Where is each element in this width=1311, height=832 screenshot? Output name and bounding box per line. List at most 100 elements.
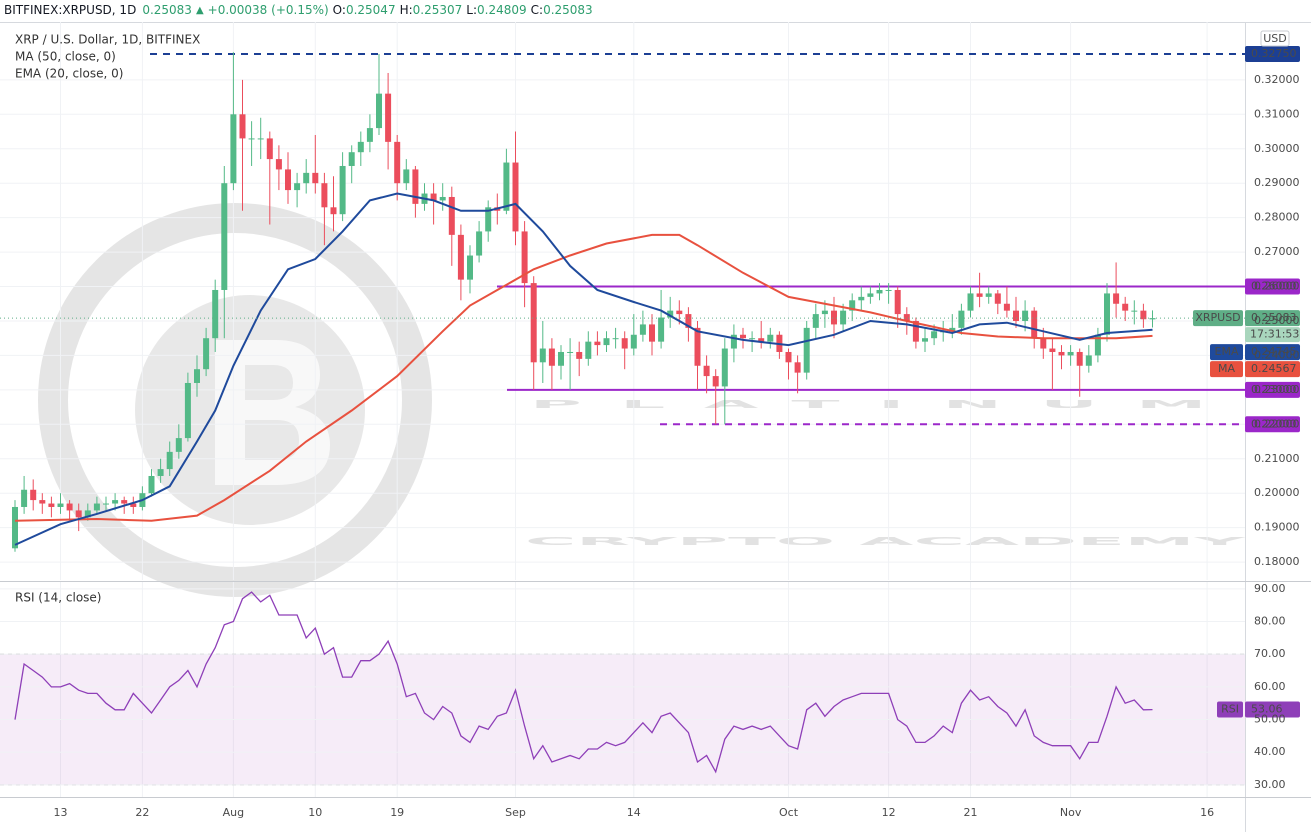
price-tag-label: RSI: [1221, 703, 1239, 716]
candle-body: [448, 196, 455, 235]
candle-body: [812, 314, 819, 328]
y-tick-label: 70.00: [1254, 647, 1286, 660]
candle-body: [357, 141, 364, 153]
ohlc-value: 0.25307: [413, 3, 463, 17]
x-tick-label: 10: [308, 806, 322, 819]
candle-body: [285, 169, 291, 191]
candle-body: [112, 500, 119, 504]
tags: 0.32750 0.26000 0.23000 0.22000 XRPUSD 0.2508…: [1193, 46, 1300, 718]
grid: [0, 22, 1245, 797]
candle-body: [994, 293, 1001, 304]
y-tick-label: 0.21000: [1254, 452, 1300, 465]
y-tick-label: 0.28000: [1254, 211, 1300, 224]
y-tick-label: 0.23000: [1254, 383, 1300, 396]
y-tick-label: 0.27000: [1254, 245, 1300, 258]
candle-body: [703, 365, 710, 377]
price-tag-label: 53.06: [1251, 703, 1283, 716]
candle-body: [1149, 318, 1156, 320]
candle-body: [467, 255, 473, 280]
candle-body: [558, 351, 564, 366]
candle-body: [312, 172, 319, 184]
x-tick-label: 14: [627, 806, 641, 819]
watermark-line1: PLATINUM: [530, 398, 1245, 411]
y-tick-label: 90.00: [1254, 582, 1286, 595]
candle-body: [821, 310, 828, 315]
candle-body: [376, 93, 382, 129]
x-tick-label: Aug: [223, 806, 244, 819]
candle-body: [712, 376, 719, 387]
candle-body: [749, 338, 756, 340]
candle-body: [1076, 351, 1083, 366]
x-tick-label: 22: [135, 806, 149, 819]
symbol: BITFINEX:XRPUSD, 1D: [4, 3, 136, 17]
candle-body: [39, 500, 46, 504]
candle-body: [512, 162, 519, 232]
y-tick-label: 0.20000: [1254, 486, 1300, 499]
candle-body: [922, 338, 928, 342]
candle-body: [403, 169, 410, 184]
candle-body: [1085, 355, 1092, 366]
candle-body: [130, 503, 137, 507]
candle-body: [439, 196, 446, 201]
x-tick-label: 12: [882, 806, 896, 819]
candle-body: [93, 503, 100, 511]
candle-body: [1113, 293, 1120, 304]
candle-body: [658, 317, 665, 342]
price-tag: [1245, 416, 1300, 433]
ohlc-label: C:: [531, 3, 543, 17]
candle-body: [239, 114, 246, 139]
y-tick-label: 0.29000: [1254, 176, 1300, 189]
candle-body: [57, 503, 64, 507]
candle-body: [166, 451, 173, 470]
price-tag-label: EMA: [1215, 345, 1239, 358]
candle-body: [831, 310, 837, 325]
candle-body: [1131, 310, 1138, 312]
candle-body: [476, 231, 483, 256]
candle-body: [12, 506, 18, 549]
candle-body: [394, 141, 401, 184]
candle-body: [585, 341, 592, 359]
price-tag: [1193, 310, 1243, 327]
candle-body: [412, 169, 419, 204]
y-tick-label: 0.24000: [1254, 348, 1300, 361]
candle-body: [485, 207, 492, 232]
price-tag: [1210, 361, 1243, 378]
y-tick-label: 0.25000: [1254, 314, 1300, 327]
price-tag-label: 0.23000: [1251, 383, 1297, 396]
ohlc-label: O:: [333, 3, 346, 17]
candle-body: [257, 138, 264, 140]
candle-body: [685, 314, 692, 328]
price-tag-label: 0.24745: [1251, 345, 1297, 358]
candle-body: [676, 310, 683, 315]
candle-body: [767, 334, 774, 342]
candle-body: [75, 510, 82, 518]
candle-body: [903, 314, 910, 321]
candle-body: [1104, 293, 1110, 335]
candle-body: [730, 334, 737, 349]
y-tick-label: 0.26000: [1254, 280, 1300, 293]
x-tick-label: 16: [1200, 806, 1214, 819]
price-tag: [1245, 344, 1300, 361]
price-tag: [1245, 278, 1300, 295]
ohlc-label: H:: [400, 3, 413, 17]
candle-body: [576, 351, 583, 359]
candle-body: [567, 351, 574, 353]
y-tick-label: 0.32000: [1254, 73, 1300, 86]
watermark-b: [215, 340, 330, 485]
candle-body: [931, 331, 938, 339]
y-tick-label: 50.00: [1254, 713, 1286, 726]
candle-body: [121, 500, 128, 504]
candle-body: [867, 293, 874, 297]
candle-body: [84, 510, 91, 518]
x-tick-label: Oct: [779, 806, 799, 819]
legend-entry: MA (50, close, 0): [15, 50, 116, 64]
candle-body: [530, 283, 537, 363]
currency-button: [1260, 30, 1290, 47]
candle-body: [1140, 310, 1147, 320]
candle-body: [30, 489, 37, 501]
candle-body: [1003, 303, 1010, 311]
candle-body: [294, 183, 301, 191]
candle-body: [612, 338, 619, 340]
candle-body: [721, 348, 728, 387]
